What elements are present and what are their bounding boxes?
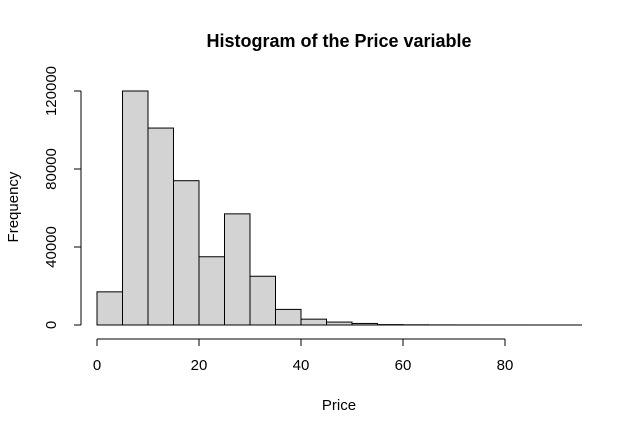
bars-group (96, 90, 582, 326)
y-tick-label-1: 40000 (43, 226, 60, 268)
histogram-bar-4 (198, 256, 225, 326)
histogram-bar-1 (122, 90, 149, 326)
y-axis-label: Frequency (5, 171, 22, 242)
y-tick-label-3: 120000 (43, 66, 60, 116)
x-axis: 0 20 40 60 80 (93, 338, 514, 374)
histogram-bar-7 (275, 308, 302, 326)
histogram-bar-10 (351, 322, 378, 326)
histogram-bar-8 (300, 318, 327, 326)
histogram-bar-2 (147, 127, 174, 326)
histogram-bar-6 (249, 275, 276, 326)
y-tick-label-2: 80000 (43, 148, 60, 190)
x-tick-label-1: 20 (191, 357, 208, 374)
x-tick-label-0: 0 (93, 357, 101, 374)
histogram-bar-5 (224, 213, 251, 326)
x-tick-label-2: 40 (293, 357, 310, 374)
x-tick-label-3: 60 (395, 357, 412, 374)
histogram-bar-9 (326, 321, 353, 326)
y-tick-label-0: 0 (43, 321, 60, 329)
chart-title: Histogram of the Price variable (206, 31, 471, 51)
x-tick-label-4: 80 (497, 357, 514, 374)
histogram-bar-0 (96, 291, 123, 326)
x-axis-label: Price (322, 397, 356, 414)
y-axis: 0 40000 80000 120000 (43, 66, 82, 329)
histogram-bar-3 (173, 180, 200, 326)
